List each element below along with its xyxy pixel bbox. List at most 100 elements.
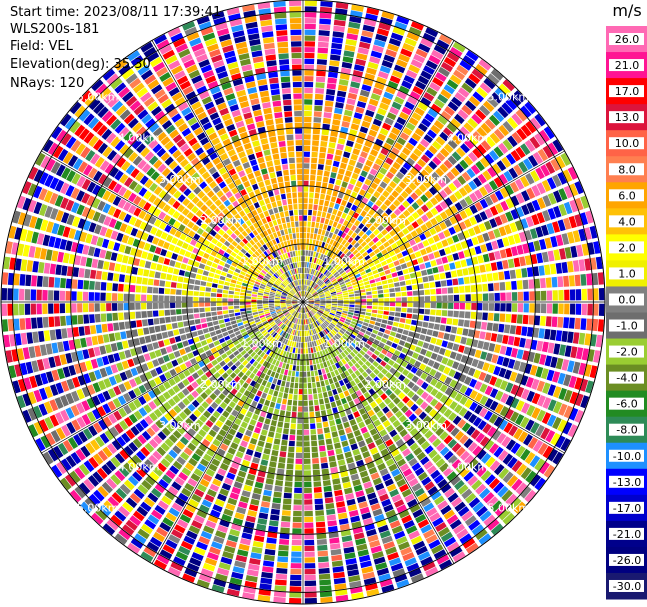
velocity-gate — [308, 298, 314, 301]
velocity-gate — [459, 311, 465, 318]
velocity-gate — [430, 337, 437, 345]
velocity-gate — [303, 285, 305, 291]
velocity-gate — [325, 293, 331, 296]
velocity-gate — [422, 255, 430, 262]
velocity-gate — [346, 563, 358, 571]
velocity-gate — [443, 435, 453, 445]
velocity-gate — [296, 318, 299, 324]
velocity-gate — [424, 296, 431, 302]
velocity-gate — [418, 308, 425, 314]
velocity-gate — [321, 211, 327, 218]
velocity-gate — [303, 307, 305, 313]
velocity-gate — [532, 266, 540, 277]
velocity-gate — [560, 152, 571, 166]
velocity-gate — [493, 110, 505, 123]
velocity-gate — [419, 233, 427, 241]
velocity-gate — [322, 268, 327, 274]
velocity-gate — [273, 591, 287, 598]
velocity-gate — [534, 278, 541, 289]
velocity-gate — [273, 491, 282, 498]
velocity-gate — [446, 342, 454, 350]
velocity-gate — [454, 479, 465, 491]
velocity-gate — [540, 427, 551, 440]
velocity-gate — [372, 118, 382, 127]
velocity-gate — [488, 443, 499, 454]
velocity-gate — [432, 234, 440, 243]
velocity-gate — [459, 302, 465, 310]
velocity-gate — [504, 184, 514, 196]
velocity-gate — [457, 109, 469, 120]
velocity-gate — [509, 411, 520, 423]
velocity-gate — [292, 522, 302, 528]
velocity-gate — [513, 164, 523, 176]
velocity-gate — [474, 404, 483, 415]
velocity-gate — [120, 264, 127, 273]
velocity-gate — [590, 257, 597, 270]
velocity-gate — [361, 325, 368, 330]
velocity-gate — [498, 467, 510, 480]
velocity-gate — [449, 194, 458, 203]
velocity-gate — [459, 59, 472, 71]
velocity-gate — [388, 316, 395, 321]
velocity-gate — [502, 471, 514, 483]
velocity-gate — [329, 461, 337, 468]
velocity-gate — [323, 373, 328, 380]
velocity-gate — [519, 256, 526, 267]
velocity-gate — [192, 349, 200, 357]
velocity-gate — [340, 225, 346, 232]
velocity-gate — [341, 397, 347, 405]
velocity-gate — [426, 329, 433, 336]
velocity-gate — [317, 259, 322, 265]
velocity-gate — [439, 384, 448, 393]
velocity-gate — [505, 395, 515, 406]
velocity-gate — [515, 206, 525, 218]
velocity-gate — [510, 209, 519, 220]
velocity-gate — [245, 302, 251, 305]
velocity-gate — [326, 514, 337, 521]
velocity-gate — [476, 449, 487, 460]
velocity-gate — [222, 331, 229, 337]
velocity-gate — [341, 212, 347, 219]
velocity-gate — [307, 330, 310, 336]
velocity-gate — [176, 342, 184, 349]
velocity-gate — [393, 208, 402, 216]
velocity-gate — [319, 247, 324, 254]
velocity-gate — [337, 405, 344, 412]
velocity-gate — [311, 290, 316, 295]
velocity-gate — [449, 334, 456, 342]
velocity-gate — [569, 199, 579, 213]
velocity-gate — [330, 309, 336, 313]
velocity-gate — [304, 307, 306, 313]
velocity-gate — [464, 139, 475, 150]
velocity-gate — [404, 186, 413, 195]
velocity-gate — [362, 251, 368, 258]
velocity-gate — [350, 224, 357, 232]
velocity-gate — [339, 132, 347, 140]
velocity-gate — [179, 248, 186, 256]
velocity-gate — [304, 116, 312, 123]
velocity-gate — [341, 535, 353, 543]
velocity-gate — [235, 475, 245, 484]
velocity-gate — [390, 297, 396, 302]
velocity-gate — [285, 351, 290, 358]
velocity-gate — [416, 388, 425, 396]
velocity-gate — [450, 270, 458, 278]
velocity-gate — [94, 292, 100, 301]
velocity-gate — [371, 290, 378, 295]
velocity-gate — [406, 372, 415, 380]
velocity-gate — [341, 476, 350, 483]
velocity-gate — [268, 303, 275, 306]
velocity-gate — [580, 274, 587, 286]
velocity-gate — [361, 226, 369, 233]
velocity-gate — [459, 286, 465, 293]
velocity-gate — [348, 273, 355, 278]
velocity-gate — [122, 340, 129, 349]
velocity-gate — [269, 461, 277, 468]
velocity-gate — [516, 463, 528, 476]
velocity-gate — [387, 43, 400, 52]
velocity-gate — [293, 318, 297, 324]
velocity-gate — [254, 481, 264, 489]
velocity-gate — [555, 330, 563, 342]
velocity-gate — [240, 538, 251, 546]
velocity-gate — [274, 585, 287, 592]
